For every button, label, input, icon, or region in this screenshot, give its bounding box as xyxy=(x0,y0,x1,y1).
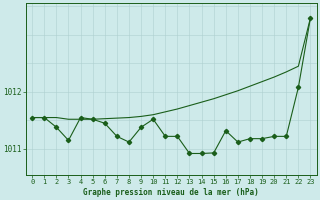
X-axis label: Graphe pression niveau de la mer (hPa): Graphe pression niveau de la mer (hPa) xyxy=(84,188,259,197)
